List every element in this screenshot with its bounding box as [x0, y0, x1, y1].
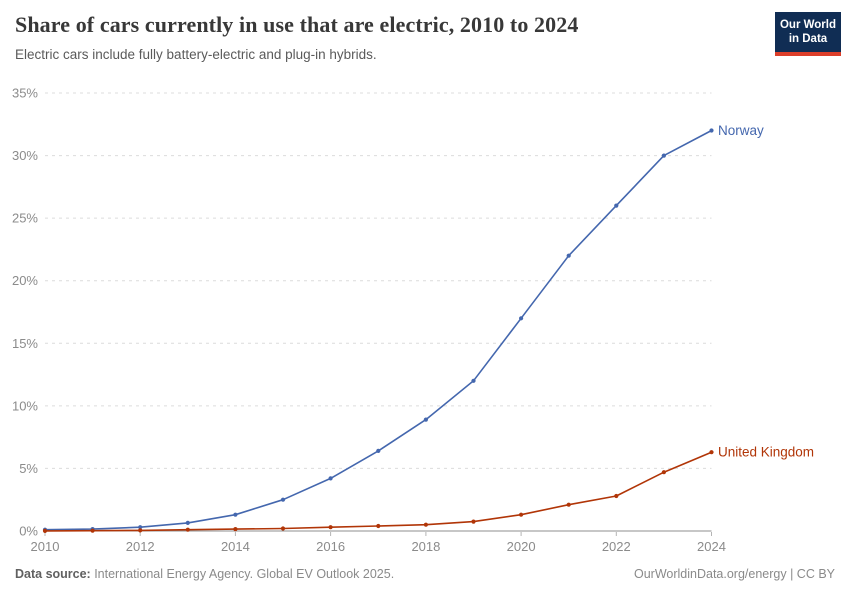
data-point[interactable]: [328, 476, 333, 481]
series-united-kingdom[interactable]: United Kingdom: [42, 445, 814, 533]
y-tick-label: 0%: [19, 524, 38, 539]
y-tick-label: 10%: [12, 398, 38, 413]
x-tick-label: 2018: [411, 539, 440, 554]
title-block: Share of cars currently in use that are …: [15, 12, 578, 64]
chart-canvas[interactable]: 0% 5% 10% 15% 20% 25% 30% 35% 2010 2012 2014 2016 20…: [0, 80, 850, 560]
data-point[interactable]: [233, 512, 238, 517]
data-source-text: International Energy Agency. Global EV O…: [90, 567, 395, 581]
data-source-label: Data source:: [15, 567, 91, 581]
y-tick-label: 35%: [12, 86, 38, 101]
data-point[interactable]: [471, 519, 476, 524]
logo-line-2: in Data: [788, 33, 828, 45]
data-point[interactable]: [138, 525, 143, 530]
data-point[interactable]: [423, 522, 428, 527]
chart-subtitle: Electric cars include fully battery-elec…: [15, 47, 377, 63]
x-tick-label: 2010: [31, 539, 60, 554]
data-point[interactable]: [376, 523, 381, 529]
y-tick-label: 20%: [12, 273, 38, 288]
data-point[interactable]: [42, 528, 48, 533]
data-point[interactable]: [519, 512, 524, 517]
y-tick-label: 5%: [19, 461, 38, 476]
data-point[interactable]: [233, 527, 238, 532]
y-tick-label: 15%: [12, 336, 38, 351]
data-point[interactable]: [280, 497, 286, 502]
data-point[interactable]: [566, 253, 571, 258]
series-norway[interactable]: Norway: [42, 123, 764, 532]
data-source: Data source: International Energy Agency…: [15, 566, 394, 582]
data-point[interactable]: [471, 378, 476, 383]
x-tick-label: 2022: [602, 539, 631, 554]
series-line-united-kingdom[interactable]: [44, 451, 712, 532]
x-tick-label: 2024: [697, 539, 726, 554]
series-line-norway[interactable]: [44, 129, 712, 531]
data-point[interactable]: [661, 470, 667, 475]
series-label-norway: Norway: [718, 123, 764, 138]
page-title: Share of cars currently in use that are …: [15, 12, 579, 37]
data-point[interactable]: [519, 316, 524, 321]
credit-link[interactable]: OurWorldinData.org/energy | CC BY: [633, 567, 835, 581]
x-tick-label: 2020: [507, 539, 536, 554]
x-tick-label: 2012: [126, 539, 155, 554]
logo-line-1: Our World: [779, 18, 836, 31]
data-point[interactable]: [709, 128, 714, 133]
owid-logo[interactable]: Our World in Data: [775, 12, 841, 56]
data-point[interactable]: [185, 527, 190, 532]
series-label-united-kingdom: United Kingdom: [718, 445, 814, 460]
data-point[interactable]: [328, 525, 333, 530]
data-point[interactable]: [709, 450, 714, 455]
data-point[interactable]: [614, 493, 619, 499]
data-point[interactable]: [90, 528, 95, 533]
data-point[interactable]: [280, 526, 286, 531]
data-point[interactable]: [138, 528, 143, 533]
data-point[interactable]: [423, 417, 428, 422]
y-tick-label: 30%: [12, 148, 38, 163]
data-point[interactable]: [566, 502, 571, 507]
data-point[interactable]: [614, 203, 619, 208]
data-point[interactable]: [185, 520, 190, 525]
chart-header: Share of cars currently in use that are …: [15, 12, 841, 64]
x-tick-label: 2014: [221, 539, 250, 554]
y-tick-label: 25%: [12, 211, 38, 226]
data-point[interactable]: [661, 153, 667, 158]
data-point[interactable]: [376, 448, 381, 453]
chart-footer: Data source: International Energy Agency…: [15, 566, 835, 582]
x-tick-label: 2016: [316, 539, 345, 554]
